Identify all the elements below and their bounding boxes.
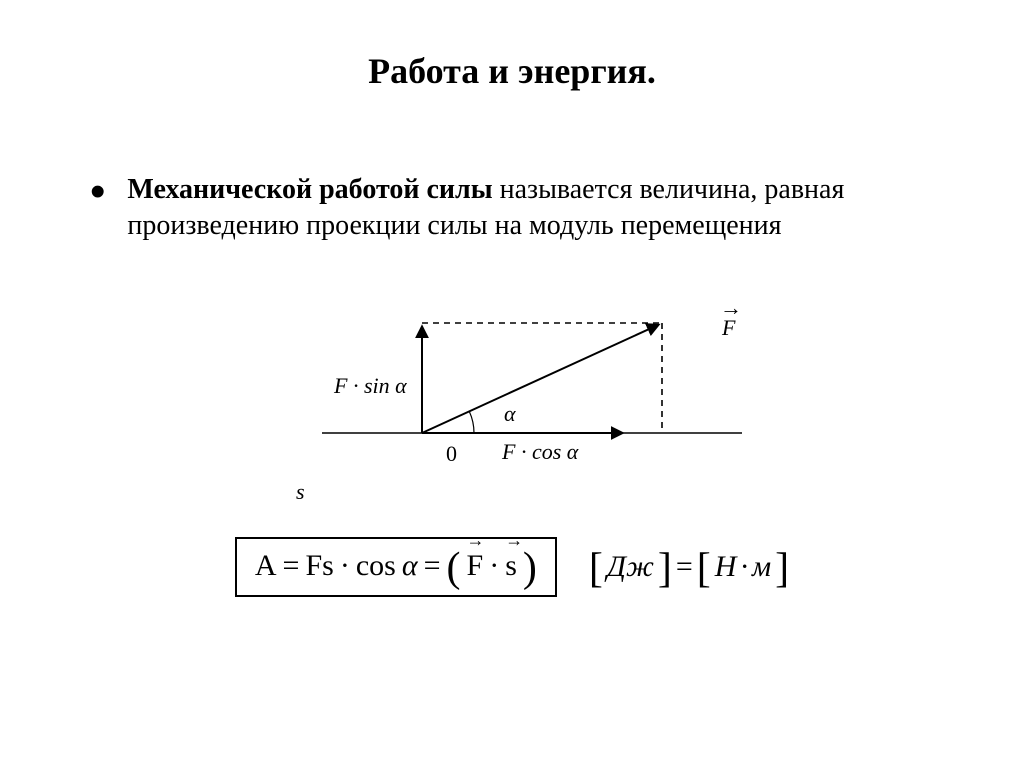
formula-eq1: = [283, 549, 300, 583]
formula-Fs: Fs [305, 549, 333, 583]
formula-boxed: A = Fs · cos α = ( → F · → s ) [235, 537, 557, 597]
paren-open-icon: ( [447, 553, 461, 583]
definition-row: • Механической работой силы называется в… [90, 172, 944, 245]
formula-dot2: · [489, 549, 499, 583]
page-title: Работа и энергия. [80, 50, 944, 92]
unit-N: Н [715, 550, 737, 584]
vector-F-letter: F [467, 549, 484, 582]
formula-dot3: · [740, 550, 748, 584]
diagram-container: F · sin αF · cos α0αsF→ [80, 273, 944, 503]
unit-m: м [752, 550, 771, 584]
unit-J: Дж [607, 550, 654, 584]
svg-text:F · cos α: F · cos α [501, 439, 579, 464]
slide: Работа и энергия. • Механической работой… [0, 0, 1024, 767]
formula-alpha: α [402, 549, 418, 583]
formula-cos: cos [356, 549, 396, 583]
bracket-close-icon: ] [658, 554, 672, 584]
definition-term: Механической работой силы [127, 174, 492, 205]
formula-eq3: = [676, 550, 693, 584]
definition-text: Механической работой силы называется вел… [127, 172, 944, 245]
bracket-open-icon: [ [589, 554, 603, 584]
vector-F: → F [467, 549, 484, 583]
svg-text:s: s [296, 479, 305, 503]
svg-text:F · sin α: F · sin α [333, 373, 407, 398]
formula-A: A [255, 549, 277, 583]
svg-text:α: α [504, 401, 516, 426]
arrow-over-icon: → [467, 535, 484, 545]
bracket-open-icon: [ [697, 554, 711, 584]
arrow-over-icon: → [505, 535, 517, 545]
formula-eq2: = [424, 549, 441, 583]
formula-row: A = Fs · cos α = ( → F · → s ) [ Дж ] = [80, 537, 944, 597]
bracket-close-icon: ] [775, 554, 789, 584]
units-joule: [ Дж ] = [ Н · м ] [589, 550, 789, 584]
bullet-icon: • [90, 178, 105, 206]
paren-close-icon: ) [523, 553, 537, 583]
svg-text:0: 0 [446, 441, 457, 466]
svg-text:→: → [720, 295, 742, 320]
vector-s: → s [505, 549, 517, 583]
force-diagram: F · sin αF · cos α0αsF→ [232, 273, 792, 503]
vector-s-letter: s [505, 549, 517, 582]
formula-dot1: · [340, 549, 350, 583]
